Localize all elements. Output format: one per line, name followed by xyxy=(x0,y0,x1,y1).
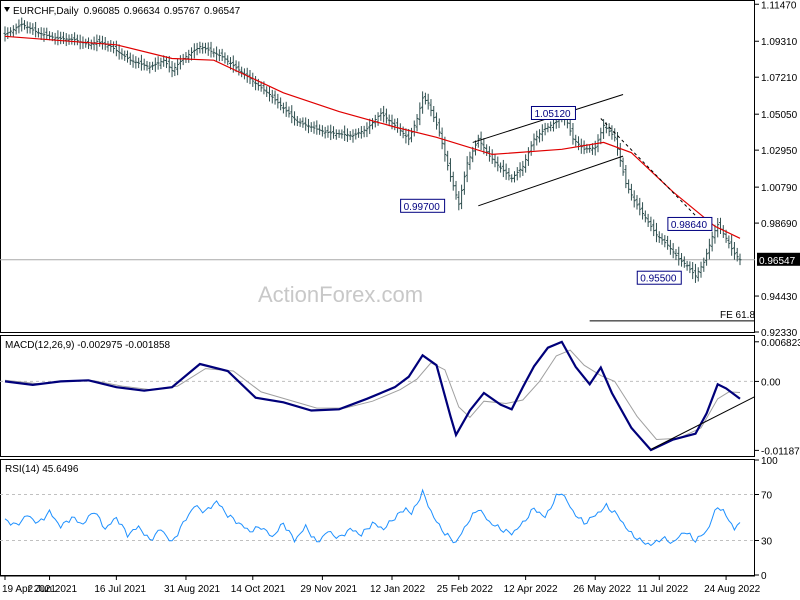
x-axis-tick-label: 19 Apr 2021 xyxy=(2,584,56,595)
price-y-tick-label: 1.11470 xyxy=(761,0,797,11)
symbol-dropdown-icon[interactable] xyxy=(4,7,10,12)
x-axis-tick-label: 31 Aug 2021 xyxy=(164,584,221,595)
rsi-y-tick-label: 70 xyxy=(761,491,773,502)
last-price-label-bg xyxy=(757,252,800,266)
macd-y-axis: 0.006823 0.00 -0.011874 xyxy=(755,338,800,457)
rsi-lines xyxy=(0,488,755,547)
x-axis-tick-label: 11 Jul 2022 xyxy=(637,584,688,595)
rsi-panel-frame xyxy=(0,459,755,576)
price-horizontal-line: FE 61.8 xyxy=(0,259,755,322)
price-bars xyxy=(3,17,742,283)
projection-line xyxy=(600,118,702,222)
channel-line xyxy=(478,155,624,207)
rsi-y-tick-label: 0 xyxy=(761,571,767,582)
price-y-tick-label: 0.98690 xyxy=(761,219,798,230)
x-axis-tick-label: 12 Apr 2022 xyxy=(504,584,558,595)
rsi-line xyxy=(4,488,741,547)
macd-panel-title: MACD(12,26,9) -0.002975 -0.001858 xyxy=(5,340,171,351)
macd-lines xyxy=(0,340,756,452)
macd-y-tick-label: -0.011874 xyxy=(761,446,800,457)
price-y-tick-label: 1.00790 xyxy=(761,183,798,194)
macd-trendline xyxy=(650,396,756,450)
price-level-label: 1.05120 xyxy=(534,109,571,120)
price-panel-frame xyxy=(0,0,755,333)
x-axis-tick-label: 29 Nov 2021 xyxy=(300,584,357,595)
rsi-panel-title: RSI(14) 45.6496 xyxy=(5,464,79,475)
x-axis-tick-label: 16 Jul 2021 xyxy=(94,584,146,595)
price-annotations: 1.05120 0.99700 0.98640 0.95500 xyxy=(400,105,713,285)
price-level-label: 0.99700 xyxy=(404,202,441,213)
price-y-tick-label: 0.94430 xyxy=(761,292,798,303)
price-level-label-box xyxy=(400,198,446,213)
watermark: ActionForex.com xyxy=(258,282,423,307)
macd-y-tick-label: 0.00 xyxy=(761,377,781,388)
moving-average xyxy=(4,35,741,239)
x-axis-tick-label: 26 May 2022 xyxy=(573,584,631,595)
price-level-label-box xyxy=(636,270,682,285)
rsi-y-tick-label: 30 xyxy=(761,537,773,548)
rsi-y-tick-label: 100 xyxy=(761,456,778,467)
x-axis-tick-label: 24 Aug 2022 xyxy=(704,584,761,595)
moving-average-line xyxy=(4,35,741,239)
x-axis-tick-label: 25 Feb 2022 xyxy=(437,584,494,595)
price-y-tick-label: 1.05050 xyxy=(761,110,798,121)
last-price-label: 0.96547 xyxy=(759,256,796,267)
price-panel-title: EURCHF,Daily 0.96085 0.96634 0.95767 0.96547 xyxy=(13,6,241,17)
rsi-y-axis: 100 70 30 0 xyxy=(755,456,778,582)
x-axis-tick-label: 2 Jun 2021 xyxy=(28,584,78,595)
x-axis-tick-label: 12 Jan 2022 xyxy=(370,584,425,595)
price-level-label-box xyxy=(530,105,576,120)
trend-lines xyxy=(472,94,702,222)
price-y-tick-label: 1.09310 xyxy=(761,37,798,48)
macd-line xyxy=(4,340,741,452)
price-level-label: 0.95500 xyxy=(640,274,677,285)
price-y-tick-label: 0.92330 xyxy=(761,328,798,339)
macd-panel-frame xyxy=(0,335,755,457)
price-level-label-box xyxy=(667,216,713,231)
price-y-tick-label: 1.02950 xyxy=(761,146,798,157)
macd-y-tick-label: 0.006823 xyxy=(761,338,800,349)
price-y-tick-label: 1.07210 xyxy=(761,73,798,84)
fe-label: FE 61.8 xyxy=(720,310,755,321)
x-axis-tick-label: 14 Oct 2021 xyxy=(231,584,286,595)
price-level-label: 0.98640 xyxy=(671,220,708,231)
price-y-axis: 1.11470 1.09310 1.07210 1.05050 1.02950 1.007… xyxy=(755,0,800,339)
